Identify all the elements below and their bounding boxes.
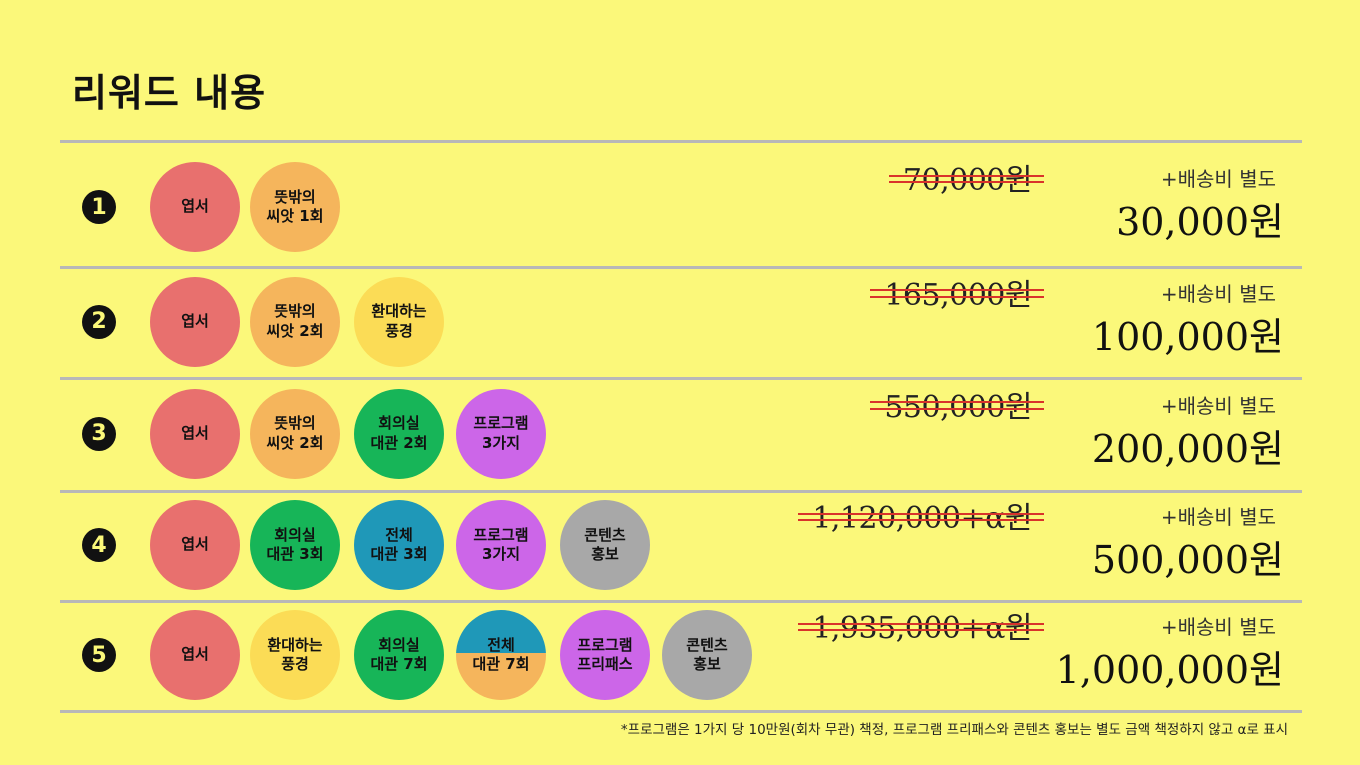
original-price: 165,000원 [870, 270, 1044, 314]
shipping-note: +배송비 별도 [1160, 393, 1276, 418]
reward-item-circle: 회의실 대관 7회 [354, 610, 444, 700]
reward-item-circle: 회의실 대관 3회 [250, 500, 340, 590]
reward-item-circle: 엽서 [150, 388, 240, 479]
reward-row-5: 5 엽서 환대하는 풍경 회의실 대관 7회 전체 대관 7회 프로그램 프리패스 콘텐츠 … [60, 600, 1302, 713]
tier-number-badge: 4 [82, 528, 116, 562]
strikethrough-line [798, 629, 1044, 632]
shipping-note: +배송비 별도 [1160, 505, 1276, 529]
reward-item-circle: 프로그램 프리패스 [560, 610, 650, 700]
strikethrough-line [870, 289, 1044, 292]
reward-item-circle: 프로그램 3가지 [456, 500, 546, 590]
reward-item-circle: 전체 대관 7회 [456, 610, 546, 700]
tier-number-badge: 5 [82, 638, 116, 672]
tier-number-badge: 3 [82, 416, 116, 451]
original-price-text: 70,000원 [903, 163, 1033, 198]
reward-item-circle: 뜻밖의 씨앗 2회 [250, 276, 340, 367]
strikethrough-line [870, 401, 1044, 404]
reward-item-circle: 엽서 [150, 276, 240, 367]
strikethrough-line [870, 295, 1044, 298]
reward-price: 100,000원 [1091, 314, 1284, 359]
reward-item-circle: 회의실 대관 2회 [354, 388, 444, 479]
original-price-text: 1,120,000+α원 [812, 501, 1032, 536]
original-price: 70,000원 [888, 155, 1044, 199]
strikethrough-line [798, 622, 1044, 625]
original-price-text: 165,000원 [884, 278, 1032, 313]
original-price: 1,935,000+α원 [798, 603, 1044, 647]
shipping-note: +배송비 별도 [1160, 281, 1276, 306]
reward-item-circle: 엽서 [150, 610, 240, 700]
reward-price: 30,000원 [1116, 200, 1284, 244]
reward-price: 200,000원 [1091, 426, 1284, 471]
tier-number-badge: 1 [82, 190, 116, 224]
reward-item-circle: 콘텐츠 홍보 [560, 500, 650, 590]
page-title: 리워드 내용 [72, 71, 267, 115]
strikethrough-line [798, 519, 1044, 522]
strikethrough-line [798, 512, 1044, 515]
reward-price: 1,000,000원 [1055, 648, 1284, 692]
reward-item-circle: 엽서 [150, 500, 240, 590]
shipping-note: +배송비 별도 [1160, 167, 1276, 191]
original-price: 550,000원 [870, 382, 1044, 426]
strikethrough-line [888, 174, 1044, 177]
reward-item-circle: 환대하는 풍경 [250, 610, 340, 700]
top-divider [60, 140, 1302, 143]
reward-price: 500,000원 [1091, 538, 1284, 582]
shipping-note: +배송비 별도 [1160, 615, 1276, 639]
reward-item-circle: 환대하는 풍경 [354, 276, 444, 367]
original-price: 1,120,000+α원 [798, 493, 1044, 537]
tier-number-badge: 2 [82, 304, 116, 339]
strikethrough-line [888, 181, 1044, 184]
original-price-text: 1,935,000+α원 [812, 611, 1032, 646]
reward-item-circle: 프로그램 3가지 [456, 388, 546, 479]
reward-item-circle: 전체 대관 3회 [354, 500, 444, 590]
reward-item-circle: 뜻밖의 씨앗 2회 [250, 388, 340, 479]
original-price-text: 550,000원 [884, 390, 1032, 425]
reward-item-circle: 엽서 [150, 162, 240, 252]
footnote: *프로그램은 1가지 당 10만원(회차 무관) 책정, 프로그램 프리패스와 … [620, 722, 1288, 738]
reward-item-circle: 콘텐츠 홍보 [662, 610, 752, 700]
reward-item-circle: 뜻밖의 씨앗 1회 [250, 162, 340, 252]
strikethrough-line [870, 407, 1044, 410]
